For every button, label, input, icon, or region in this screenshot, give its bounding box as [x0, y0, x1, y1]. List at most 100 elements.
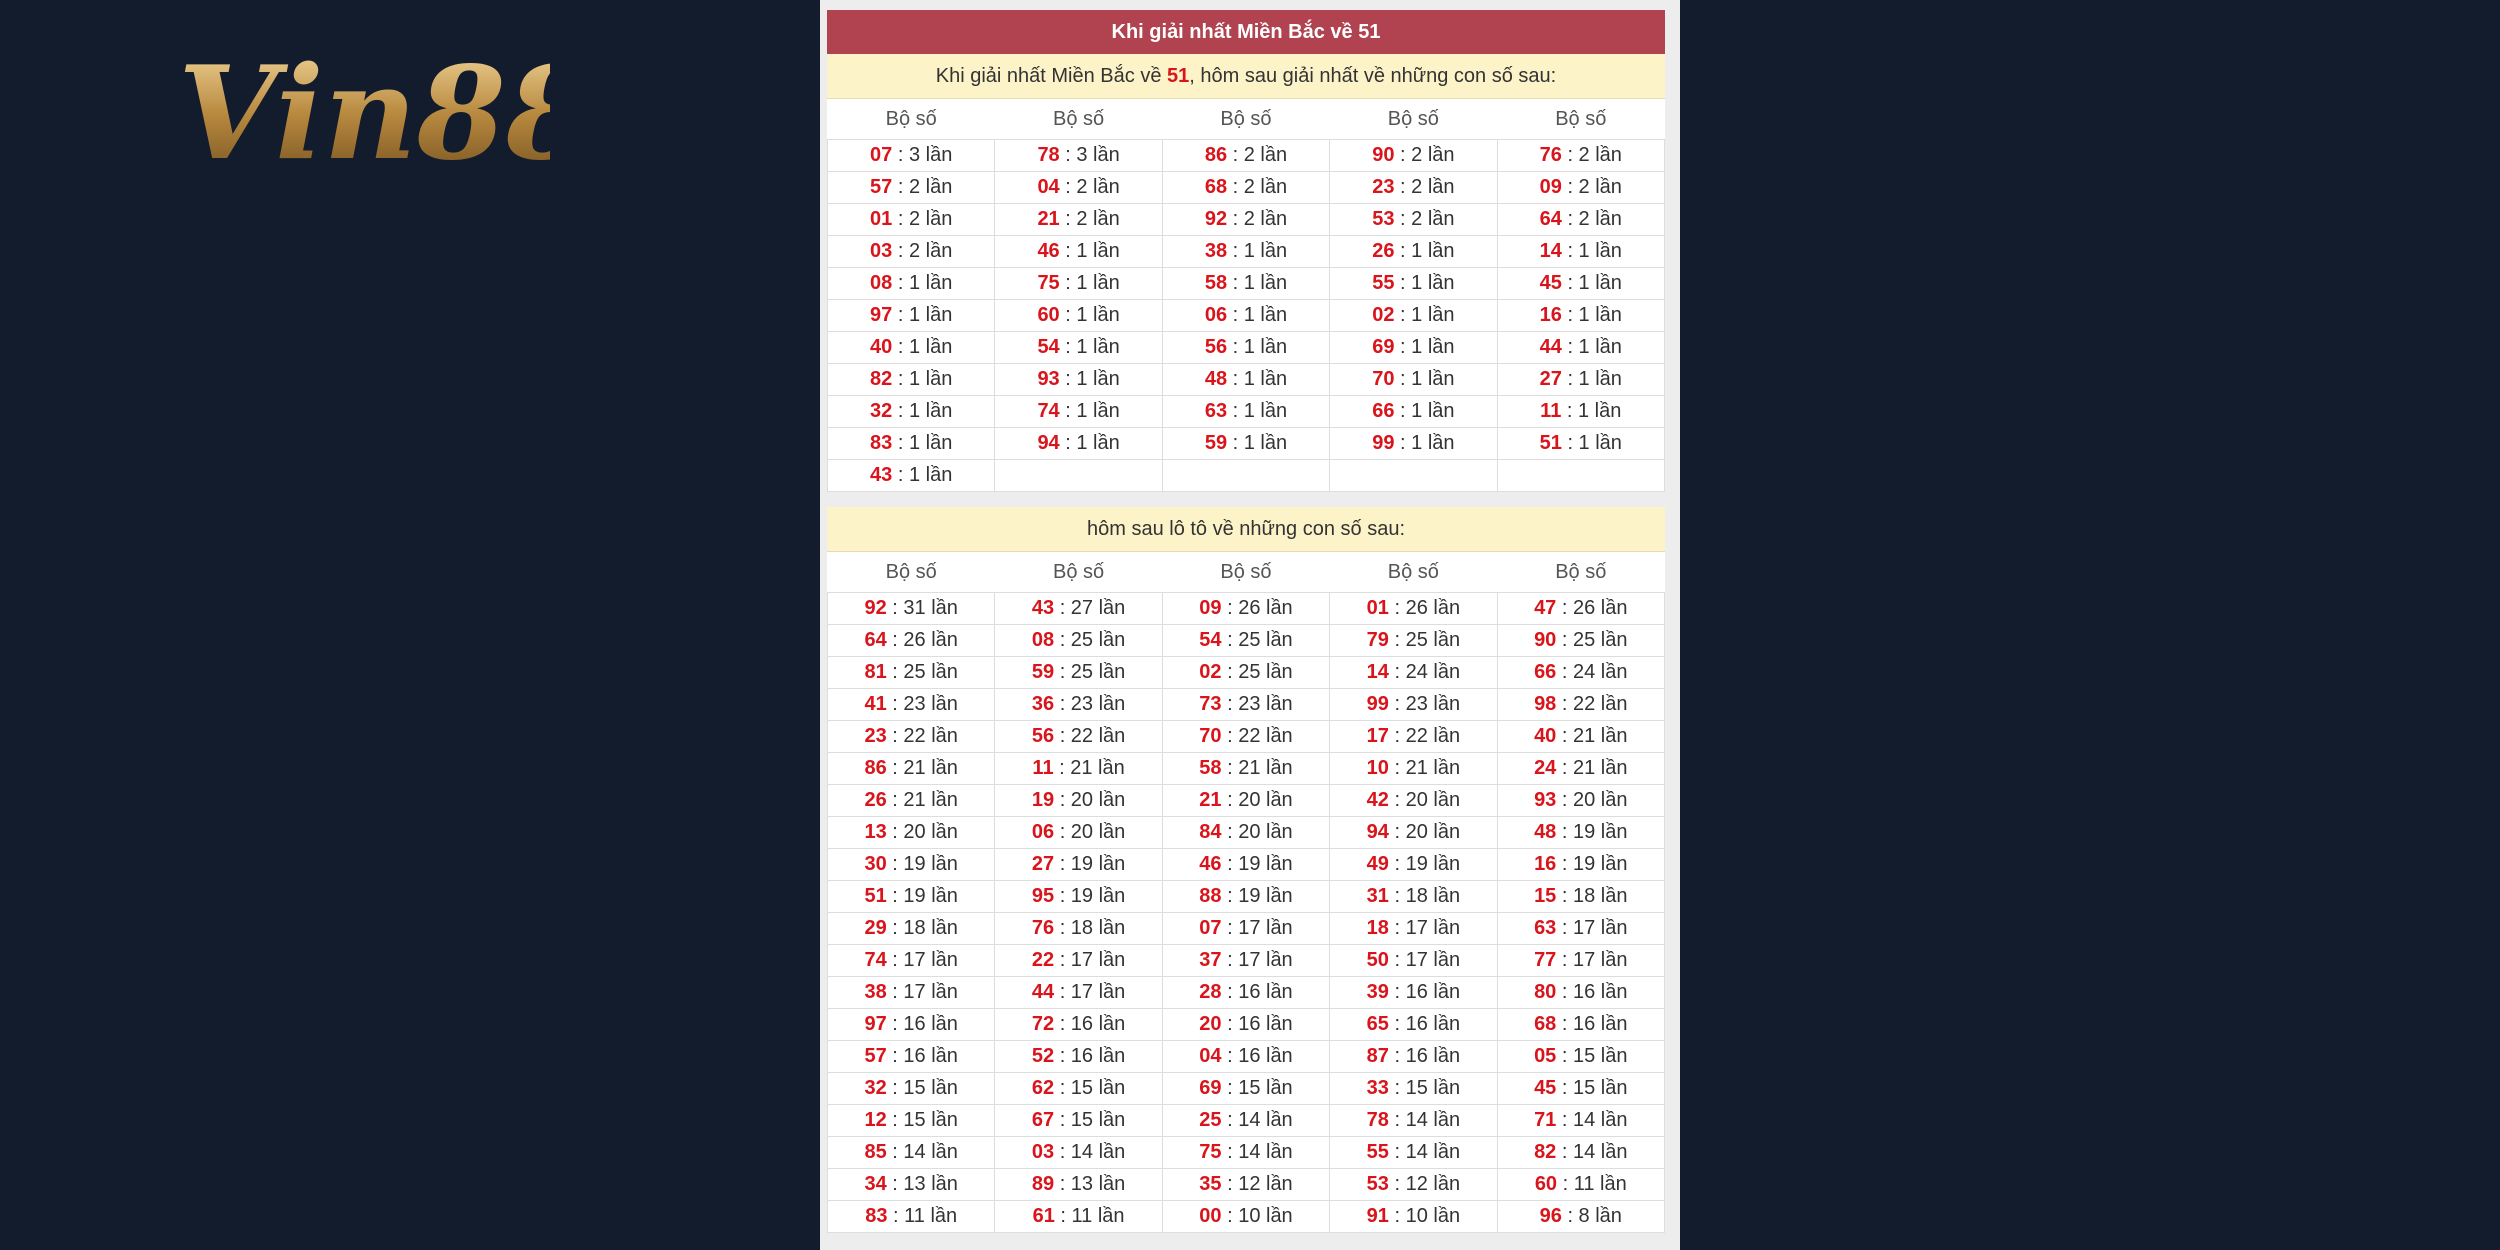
number: 70 — [1372, 368, 1395, 390]
number: 76 — [1031, 917, 1055, 939]
number: 12 — [864, 1109, 887, 1131]
count: : 16 lần — [1561, 1013, 1628, 1035]
table-row: 08 : 1 lần 75 : 1 lần 58 : 1 lần 55 : 1 lần… — [826, 267, 1666, 300]
subtitle-text: Khi giải nhất Miền Bắc về — [935, 65, 1168, 87]
number: 93 — [1534, 789, 1557, 811]
logo: Vin88 — [178, 40, 550, 180]
table-cell: 07 : 3 lần — [826, 139, 996, 172]
column-header: Bộ số — [1329, 552, 1498, 593]
table-row: 64 : 26 lần 08 : 25 lần 54 : 25 lần 79 : 25… — [826, 624, 1666, 657]
count: : 16 lần — [1227, 1045, 1293, 1067]
table-row: 01 : 2 lần 21 : 2 lần 92 : 2 lần 53 : 2 lần… — [826, 203, 1666, 236]
table-cell: 99 : 1 lần — [1329, 427, 1498, 460]
table-cell: 65 : 16 lần — [1329, 1008, 1498, 1041]
table-cell: 36 : 23 lần — [994, 688, 1163, 721]
count: : 1 lần — [1065, 240, 1120, 262]
number: 18 — [1366, 917, 1389, 939]
table-cell: 15 : 18 lần — [1496, 880, 1666, 913]
number: 22 — [1031, 949, 1055, 971]
table-cell: 46 : 19 lần — [1161, 848, 1331, 881]
table-row: 23 : 22 lần 56 : 22 lần 70 : 22 lần 17 : 22… — [826, 720, 1666, 753]
number: 25 — [1199, 1109, 1222, 1131]
table-cell: 51 : 19 lần — [826, 880, 996, 913]
number: 51 — [1539, 432, 1562, 454]
column-header: Bộ số — [827, 99, 995, 140]
count: : 14 lần — [1561, 1109, 1628, 1131]
number: 61 — [1032, 1205, 1055, 1227]
count: : 13 lần — [1059, 1173, 1126, 1195]
number: 75 — [1037, 272, 1060, 294]
count: : 1 lần — [1232, 432, 1288, 454]
table-cell: 96 : 8 lần — [1496, 1200, 1666, 1233]
number: 23 — [864, 725, 887, 747]
count: : 25 lần — [1227, 661, 1293, 683]
table-cell: 48 : 19 lần — [1496, 816, 1666, 849]
count: : 18 lần — [1059, 917, 1126, 939]
number: 53 — [1372, 208, 1395, 230]
column-header: Bộ số — [1162, 552, 1330, 593]
number: 83 — [870, 432, 893, 454]
number: 29 — [864, 917, 887, 939]
number: 41 — [864, 693, 887, 715]
count: : 1 lần — [1232, 368, 1288, 390]
count: : 11 lần — [1562, 1173, 1627, 1195]
subtitle-number: 51 — [1167, 65, 1190, 87]
table-cell: 60 : 1 lần — [994, 299, 1163, 332]
number: 48 — [1534, 821, 1557, 843]
table-cell: 54 : 25 lần — [1161, 624, 1331, 657]
number: 09 — [1539, 176, 1562, 198]
number: 94 — [1366, 821, 1389, 843]
count: : 1 lần — [897, 464, 953, 486]
count: : 25 lần — [1059, 629, 1126, 651]
number: 81 — [864, 661, 887, 683]
number: 39 — [1366, 981, 1389, 1003]
table-cell: 42 : 20 lần — [1329, 784, 1498, 817]
table-cell: 64 : 2 lần — [1496, 203, 1666, 236]
number: 64 — [864, 629, 887, 651]
count: : 18 lần — [1561, 885, 1628, 907]
count: : 15 lần — [892, 1077, 958, 1099]
number: 55 — [1366, 1141, 1389, 1163]
number: 66 — [1372, 400, 1395, 422]
number: 57 — [870, 176, 893, 198]
number: 97 — [864, 1013, 887, 1035]
count: : 21 lần — [892, 757, 958, 779]
table-row: 57 : 2 lần 04 : 2 lần 68 : 2 lần 23 : 2 lần… — [826, 171, 1666, 204]
number: 47 — [1534, 597, 1557, 619]
column-header: Bộ số — [1497, 552, 1665, 593]
table-cell: 40 : 1 lần — [826, 331, 996, 364]
count: : 17 lần — [1227, 949, 1293, 971]
count: : 18 lần — [892, 917, 958, 939]
number: 21 — [1199, 789, 1222, 811]
count: : 13 lần — [892, 1173, 958, 1195]
table-cell: 44 : 17 lần — [994, 976, 1163, 1009]
count: : 1 lần — [1232, 336, 1288, 358]
number: 73 — [1199, 693, 1222, 715]
number: 58 — [1204, 272, 1228, 294]
count: : 23 lần — [1227, 693, 1293, 715]
table-cell: 38 : 1 lần — [1161, 235, 1331, 268]
table-cell: 70 : 1 lần — [1329, 363, 1498, 396]
count: : 15 lần — [1059, 1109, 1126, 1131]
table-cell: 82 : 14 lần — [1496, 1136, 1666, 1169]
table-cell: 86 : 21 lần — [826, 752, 996, 785]
table-row: 32 : 1 lần 74 : 1 lần 63 : 1 lần 66 : 1 lần… — [826, 395, 1666, 428]
number: 94 — [1037, 432, 1060, 454]
number: 02 — [1199, 661, 1222, 683]
number: 53 — [1366, 1173, 1389, 1195]
number: 78 — [1037, 144, 1060, 166]
number: 75 — [1199, 1141, 1222, 1163]
count: : 20 lần — [1059, 821, 1126, 843]
table-cell: 93 : 20 lần — [1496, 784, 1666, 817]
table-cell: 98 : 22 lần — [1496, 688, 1666, 721]
table-row: 81 : 25 lần 59 : 25 lần 02 : 25 lần 14 : 24… — [826, 656, 1666, 689]
table-cell: 61 : 11 lần — [994, 1200, 1163, 1233]
count: : 22 lần — [1227, 725, 1293, 747]
table-cell: 83 : 11 lần — [826, 1200, 996, 1233]
section-subtitle: hôm sau lô tô về những con số sau: — [827, 507, 1665, 552]
table-cell: 74 : 17 lần — [826, 944, 996, 977]
count: : 1 lần — [1065, 272, 1120, 294]
count: : 16 lần — [1394, 1013, 1461, 1035]
number: 43 — [1031, 597, 1055, 619]
number: 99 — [1372, 432, 1395, 454]
